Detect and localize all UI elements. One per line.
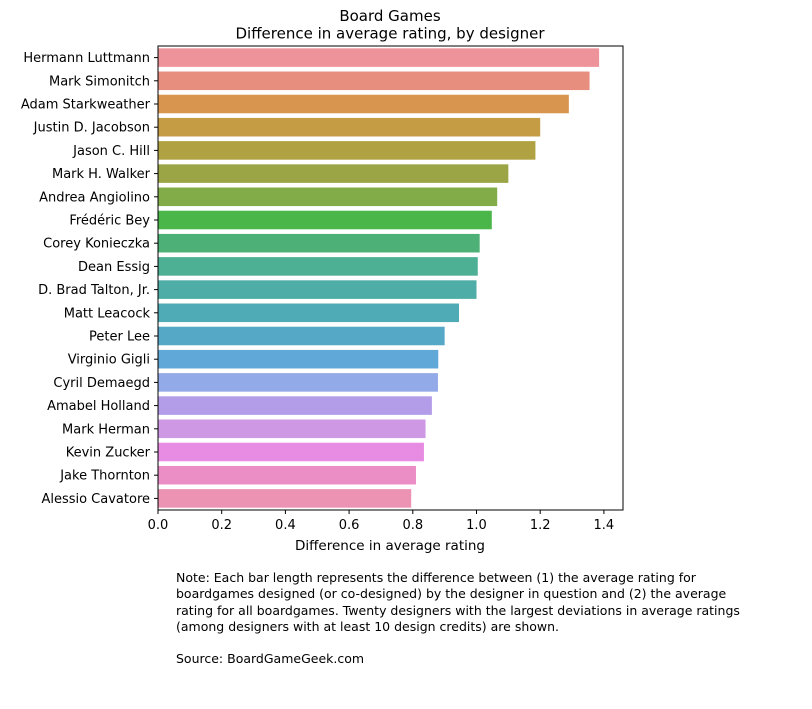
bar (158, 326, 445, 346)
bar (158, 141, 536, 160)
bar (158, 233, 480, 253)
y-tick-label: Justin D. Jacobson (33, 121, 150, 136)
bar (158, 48, 600, 67)
y-tick-label: Jason C. Hill (72, 144, 150, 159)
bar (158, 210, 492, 230)
y-tick-label: Peter Lee (89, 330, 150, 345)
y-tick-labels: Hermann Luttmann Mark Simonitch Adam Stark… (21, 51, 158, 507)
bar (158, 280, 477, 299)
y-tick-label: Hermann Luttmann (23, 51, 150, 66)
chart-source: Source: BoardGameGeek.com (176, 651, 365, 666)
y-tick-label: Virginio Gigli (68, 353, 150, 368)
x-tick-label: 0.6 (339, 518, 360, 533)
bar (158, 71, 590, 91)
bar (158, 465, 416, 485)
y-tick-label: Dean Essig (78, 260, 150, 275)
chart-subtitle: Difference in average rating, by designe… (235, 25, 545, 43)
y-tick-label: Kevin Zucker (66, 446, 151, 461)
y-tick-label: Alessio Cavatore (41, 492, 150, 507)
x-tick-label: 0.4 (275, 518, 296, 533)
x-axis-label: Difference in average rating (295, 538, 485, 554)
x-tick-label: 0.8 (402, 518, 423, 533)
bar (158, 164, 509, 183)
bar (158, 489, 412, 508)
bar (158, 419, 426, 439)
bar (158, 396, 432, 415)
y-tick-label: D. Brad Talton, Jr. (38, 283, 150, 298)
bar (158, 117, 541, 137)
x-axis-ticks: 0.0 0.2 0.4 0.6 0.8 1.0 1.2 1.4 (148, 510, 615, 533)
bar (158, 187, 498, 207)
bar (158, 373, 438, 392)
bar (158, 442, 424, 462)
y-tick-label: Jake Thornton (59, 469, 150, 484)
y-tick-label: Corey Konieczka (43, 237, 150, 252)
y-tick-label: Amabel Holland (47, 399, 150, 414)
y-tick-label: Andrea Angiolino (39, 190, 150, 205)
x-tick-label: 1.4 (594, 518, 615, 533)
y-tick-label: Mark Herman (62, 422, 150, 437)
chart-title: Board Games (339, 7, 441, 25)
y-tick-label: Adam Starkweather (21, 98, 151, 113)
bars-layer (158, 48, 600, 508)
y-tick-label: Matt Leacock (64, 306, 151, 321)
x-tick-label: 1.2 (530, 518, 551, 533)
y-tick-label: Mark H. Walker (52, 167, 151, 182)
plot-area-frame (157, 45, 624, 511)
y-tick-label: Mark Simonitch (49, 74, 150, 89)
bar (158, 94, 569, 114)
x-tick-label: 1.0 (466, 518, 487, 533)
x-tick-label: 0.0 (148, 518, 169, 533)
chart-note: Note: Each bar length represents the dif… (176, 570, 740, 634)
y-tick-label: Frédéric Bey (69, 214, 150, 229)
x-tick-label: 0.2 (211, 518, 232, 533)
bar (158, 349, 439, 369)
bar (158, 303, 459, 323)
bar (158, 257, 478, 276)
y-tick-label: Cyril Demaegd (53, 376, 150, 391)
